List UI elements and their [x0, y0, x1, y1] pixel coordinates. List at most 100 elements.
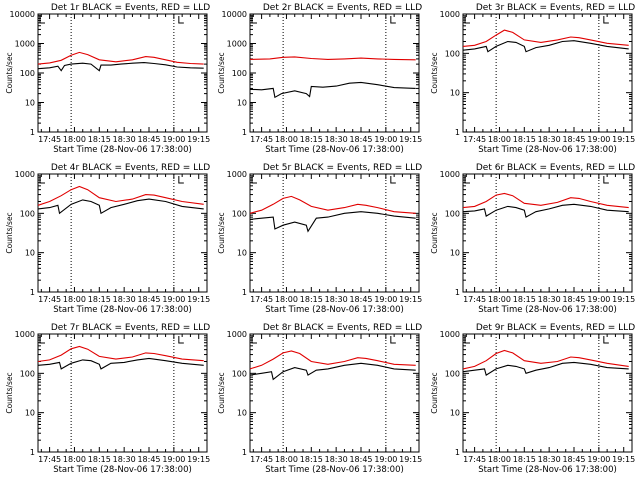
time-marker [390, 336, 396, 344]
series-line-red [37, 51, 204, 65]
x-tick-label: 19:15 [399, 295, 422, 304]
chart-title: Det 2r BLACK = Events, RED = LLD [263, 3, 422, 13]
x-tick-label: 18:30 [113, 455, 136, 464]
x-tick-label: 17:45 [38, 135, 61, 144]
x-tick-label: 19:15 [187, 135, 210, 144]
x-tick-label: 17:45 [463, 295, 486, 304]
y-tick-label: 10 [25, 409, 35, 418]
y-tick-label: 100 [20, 209, 35, 218]
y-tick-label: 1 [242, 288, 247, 297]
x-tick-label: 19:00 [162, 135, 185, 144]
chart-panel-4: Det 4r BLACK = Events, RED = LLD 1 10 100 10… [5, 163, 210, 315]
y-tick-label: 10 [237, 409, 247, 418]
x-tick-label: 18:45 [137, 455, 160, 464]
x-axis-label: Start Time (28-Nov-06 17:38:00) [265, 145, 404, 155]
y-tick-label: 1000 [227, 40, 247, 49]
y-tick-label: 10 [450, 409, 460, 418]
x-tick-label: 19:00 [162, 455, 185, 464]
chart-title: Det 3r BLACK = Events, RED = LLD [476, 3, 635, 13]
start-marker [39, 336, 45, 344]
series-line-black [462, 40, 629, 53]
x-tick-label: 17:45 [38, 455, 61, 464]
y-tick-label: 1000 [227, 170, 247, 179]
series-line-red [462, 192, 629, 209]
plot-frame [462, 13, 633, 133]
x-tick-label: 18:30 [325, 295, 348, 304]
chart-title: Det 1r BLACK = Events, RED = LLD [51, 3, 210, 13]
x-tick-label: 18:15 [300, 135, 323, 144]
chart-title: Det 8r BLACK = Events, RED = LLD [263, 323, 422, 333]
start-marker [464, 336, 470, 344]
start-marker [39, 176, 45, 184]
y-tick-label: 100 [232, 69, 247, 78]
x-tick-label: 19:15 [187, 455, 210, 464]
start-marker [251, 336, 257, 344]
x-tick-label: 19:00 [587, 295, 610, 304]
y-tick-label: 10 [25, 99, 35, 108]
x-tick-label: 18:15 [513, 455, 536, 464]
y-axis-label: Counts/sec [217, 212, 226, 253]
y-tick-label: 1000 [440, 170, 460, 179]
x-tick-label: 18:15 [88, 135, 111, 144]
x-tick-label: 18:45 [349, 295, 372, 304]
x-tick-label: 19:15 [399, 135, 422, 144]
chart-panel-6: Det 6r BLACK = Events, RED = LLD 1 10 100 10… [430, 163, 635, 315]
x-tick-label: 18:30 [113, 295, 136, 304]
series-line-black [37, 357, 204, 370]
x-tick-label: 19:00 [587, 135, 610, 144]
y-tick-label: 10000 [10, 10, 35, 19]
y-tick-label: 10000 [222, 10, 247, 19]
y-tick-label: 10 [25, 249, 35, 258]
x-tick-label: 17:45 [250, 135, 273, 144]
x-tick-label: 17:45 [463, 455, 486, 464]
y-axis-label: Counts/sec [430, 212, 439, 253]
x-tick-label: 19:00 [162, 295, 185, 304]
x-axis-label: Start Time (28-Nov-06 17:38:00) [265, 465, 404, 475]
time-marker [603, 176, 609, 184]
x-tick-label: 18:15 [88, 295, 111, 304]
x-tick-label: 18:15 [300, 455, 323, 464]
series-line-black [462, 361, 629, 376]
y-tick-label: 1000 [15, 170, 35, 179]
y-tick-label: 100 [20, 69, 35, 78]
x-tick-label: 18:45 [137, 135, 160, 144]
x-tick-label: 18:00 [63, 455, 86, 464]
x-tick-label: 19:00 [374, 295, 397, 304]
x-tick-label: 18:30 [113, 135, 136, 144]
y-tick-label: 1 [455, 128, 460, 137]
y-axis-label: Counts/sec [217, 52, 226, 93]
y-tick-label: 1000 [440, 10, 460, 19]
plot-frame [249, 173, 420, 293]
x-tick-label: 17:45 [38, 295, 61, 304]
chart-panel-1: Det 1r BLACK = Events, RED = LLD 1 10 100 10… [5, 3, 210, 155]
x-axis-label: Start Time (28-Nov-06 17:38:00) [478, 465, 617, 475]
series-line-red [249, 56, 416, 61]
start-marker [251, 176, 257, 184]
chart-panel-5: Det 5r BLACK = Events, RED = LLD 1 10 100 10… [217, 163, 422, 315]
plot-frame [462, 173, 633, 293]
x-tick-label: 19:15 [612, 455, 635, 464]
x-tick-label: 18:45 [349, 135, 372, 144]
y-tick-label: 1000 [15, 330, 35, 339]
x-tick-label: 18:15 [88, 455, 111, 464]
y-tick-label: 1000 [227, 330, 247, 339]
y-axis-label: Counts/sec [217, 372, 226, 413]
x-tick-label: 18:00 [63, 135, 86, 144]
chart-panel-9: Det 9r BLACK = Events, RED = LLD 1 10 100 10… [430, 323, 635, 475]
plot-frame [462, 333, 633, 453]
time-marker [178, 16, 184, 24]
series-line-black [462, 203, 629, 218]
y-tick-label: 1000 [440, 330, 460, 339]
time-marker [178, 336, 184, 344]
x-tick-label: 18:00 [488, 135, 511, 144]
y-axis-label: Counts/sec [430, 52, 439, 93]
x-tick-label: 18:15 [513, 295, 536, 304]
time-marker [178, 176, 184, 184]
x-tick-label: 19:15 [399, 455, 422, 464]
plot-frame [37, 173, 208, 293]
y-tick-label: 10 [237, 99, 247, 108]
time-marker [603, 16, 609, 24]
y-tick-label: 1 [455, 448, 460, 457]
x-tick-label: 18:00 [275, 295, 298, 304]
